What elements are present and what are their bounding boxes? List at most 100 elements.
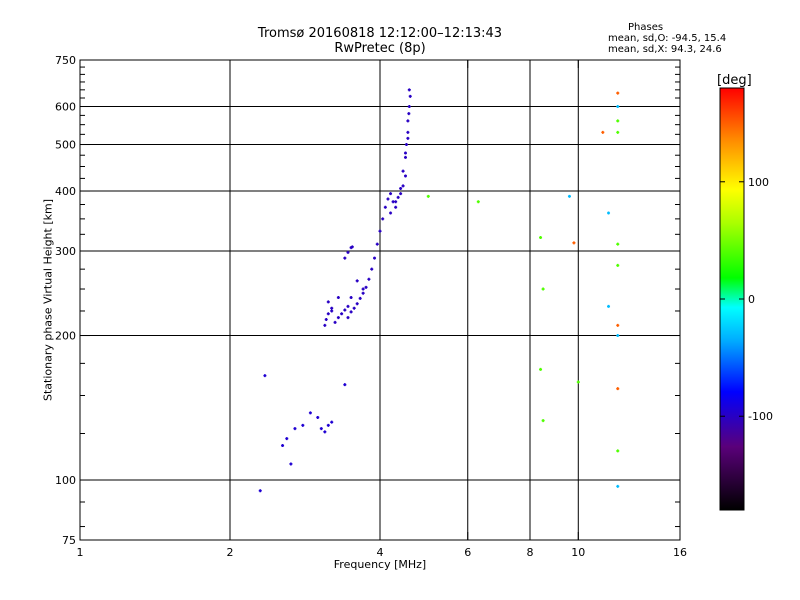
data-point	[330, 306, 334, 310]
data-point	[406, 136, 410, 140]
data-point	[616, 242, 620, 246]
data-point	[373, 256, 377, 260]
data-point	[352, 306, 356, 310]
data-series	[572, 91, 620, 391]
data-point	[403, 151, 407, 155]
data-point	[293, 427, 297, 431]
data-point	[319, 427, 323, 431]
tick-layer: 1 2 4 6 8 10 16 75 100 200 300 400 500 600 750	[55, 54, 687, 559]
data-point	[401, 169, 405, 173]
data-point	[541, 419, 545, 423]
data-point	[285, 437, 289, 441]
data-point	[358, 296, 362, 300]
data-point	[394, 200, 398, 204]
data-point	[289, 462, 293, 466]
data-point	[426, 194, 430, 198]
data-point	[389, 192, 393, 196]
data-point	[616, 449, 620, 453]
y-tick-label: 75	[62, 534, 76, 547]
x-tick-label: 1	[77, 546, 84, 559]
data-point	[541, 287, 545, 291]
chart-subtitle: RwPretec (8p)	[334, 41, 426, 56]
phases-mean-o: mean, sd,O: -94.5, 15.4	[608, 33, 727, 44]
data-point	[381, 217, 385, 221]
data-point	[370, 267, 374, 271]
x-tick-label: 2	[227, 546, 234, 559]
phases-mean-x: mean, sd,X: 94.3, 24.6	[608, 44, 722, 55]
data-point	[406, 119, 410, 123]
data-point	[343, 256, 347, 260]
y-tick-label: 200	[55, 330, 76, 343]
data-point	[375, 242, 379, 246]
data-point	[616, 119, 620, 123]
data-point	[330, 309, 334, 313]
data-point	[350, 245, 354, 249]
data-point	[539, 367, 543, 371]
data-point	[343, 308, 347, 312]
data-point	[572, 241, 576, 245]
x-tick-label: 10	[571, 546, 585, 559]
data-point	[399, 186, 403, 190]
data-point	[607, 211, 611, 215]
data-points	[258, 88, 620, 493]
data-point	[391, 200, 395, 204]
data-point	[355, 279, 359, 283]
data-series	[426, 119, 620, 453]
data-point	[616, 387, 620, 391]
y-tick-label: 400	[55, 185, 76, 198]
y-tick-label: 100	[55, 474, 76, 487]
data-point	[349, 296, 353, 300]
data-point	[346, 250, 350, 254]
data-point	[394, 205, 398, 209]
data-point	[396, 195, 400, 199]
data-point	[616, 334, 620, 338]
data-point	[349, 310, 353, 314]
y-tick-label: 500	[55, 139, 76, 152]
data-point	[601, 130, 605, 134]
data-point	[346, 304, 350, 308]
data-point	[399, 192, 403, 196]
data-point	[324, 317, 328, 321]
data-point	[326, 312, 330, 316]
data-point	[616, 484, 620, 488]
data-point	[567, 194, 571, 198]
x-tick-label: 6	[464, 546, 471, 559]
data-point	[258, 489, 262, 493]
data-point	[476, 200, 480, 204]
y-tick-label: 300	[55, 245, 76, 258]
data-point	[404, 143, 408, 147]
data-point	[389, 211, 393, 215]
data-point	[616, 130, 620, 134]
data-point	[607, 304, 611, 308]
data-point	[333, 320, 337, 324]
data-point	[539, 236, 543, 240]
data-point	[576, 380, 580, 384]
x-tick-label: 16	[673, 546, 687, 559]
data-point	[361, 291, 365, 295]
data-series	[567, 105, 620, 488]
data-point	[343, 383, 347, 387]
data-point	[403, 155, 407, 159]
data-point	[361, 287, 365, 291]
data-point	[408, 94, 412, 98]
data-series	[323, 88, 412, 327]
data-point	[326, 300, 330, 304]
data-point	[263, 374, 267, 378]
data-point	[308, 411, 312, 415]
plot-frame	[79, 59, 681, 541]
data-point	[336, 316, 340, 320]
data-point	[336, 296, 340, 300]
data-point	[407, 112, 411, 116]
data-point	[616, 323, 620, 327]
data-point	[346, 316, 350, 320]
y-tick-label: 600	[55, 101, 76, 114]
data-point	[378, 229, 382, 233]
data-point	[323, 430, 327, 434]
x-tick-label: 8	[527, 546, 534, 559]
chart-title: Tromsø 20160818 12:12:00–12:13:43	[257, 26, 503, 41]
data-point	[326, 423, 330, 427]
data-point	[401, 184, 405, 188]
data-series	[258, 374, 347, 493]
data-point	[386, 197, 390, 201]
